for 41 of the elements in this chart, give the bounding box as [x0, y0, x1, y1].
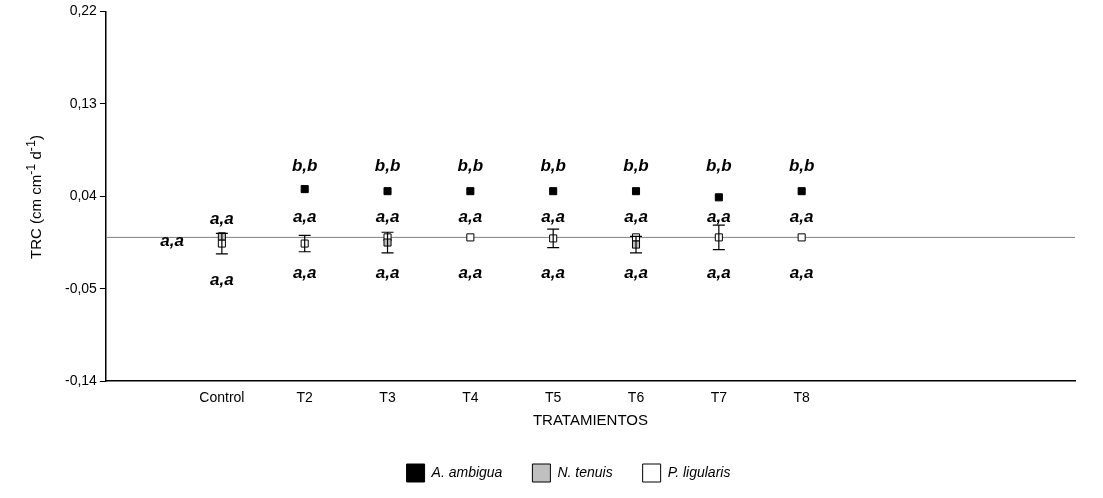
annotation: a,a — [707, 207, 731, 227]
annotation: b,b — [706, 156, 732, 176]
annotation: a,a — [292, 207, 317, 227]
y-tick-label: -0,05 — [64, 279, 98, 296]
annotation: a,a — [375, 207, 400, 227]
annotation: b,b — [788, 156, 815, 176]
annotation: b,b — [291, 156, 318, 176]
annotation: b,b — [623, 156, 649, 176]
annotation: a,a — [210, 209, 234, 229]
x-tick-label: T5 — [545, 389, 562, 406]
y-tick-label: -0,14 — [64, 372, 98, 389]
annotation: a,a — [789, 263, 814, 283]
annotation: a,a — [458, 207, 483, 227]
annotation: a,a — [210, 270, 234, 290]
x-tick-label: T4 — [462, 389, 479, 406]
y-tick-label: 0,22 — [69, 2, 98, 19]
y-tick-label: 0,04 — [69, 187, 98, 204]
x-tick-label: T7 — [710, 389, 728, 406]
x-axis-title: TRATAMIENTOS — [532, 411, 648, 429]
annotation: a,a — [624, 263, 648, 283]
x-tick-label: Control — [199, 389, 245, 406]
annotation: a,a — [789, 207, 814, 227]
annotation: b,b — [374, 156, 401, 176]
annotation: b,b — [540, 156, 566, 176]
annotation: a,a — [541, 263, 565, 283]
x-tick-label: T2 — [296, 389, 314, 406]
x-tick-label: T3 — [379, 389, 396, 406]
annotation: b,b — [457, 156, 484, 176]
x-tick-label: T8 — [793, 389, 811, 406]
legend-label: P. ligularis — [667, 463, 731, 480]
legend-label: N. tenuis — [557, 463, 613, 480]
annotation: a,a — [541, 207, 565, 227]
annotation: a,a — [375, 263, 400, 283]
annotation: a,a — [624, 207, 648, 227]
x-tick-label: T6 — [627, 389, 645, 406]
annotation: a,a — [292, 263, 317, 283]
annotation: a,a — [160, 231, 184, 251]
annotation: a,a — [458, 263, 483, 283]
y-tick-label: 0,13 — [69, 94, 98, 111]
annotation: a,a — [707, 263, 731, 283]
legend-label: A. ambigua — [430, 463, 503, 480]
